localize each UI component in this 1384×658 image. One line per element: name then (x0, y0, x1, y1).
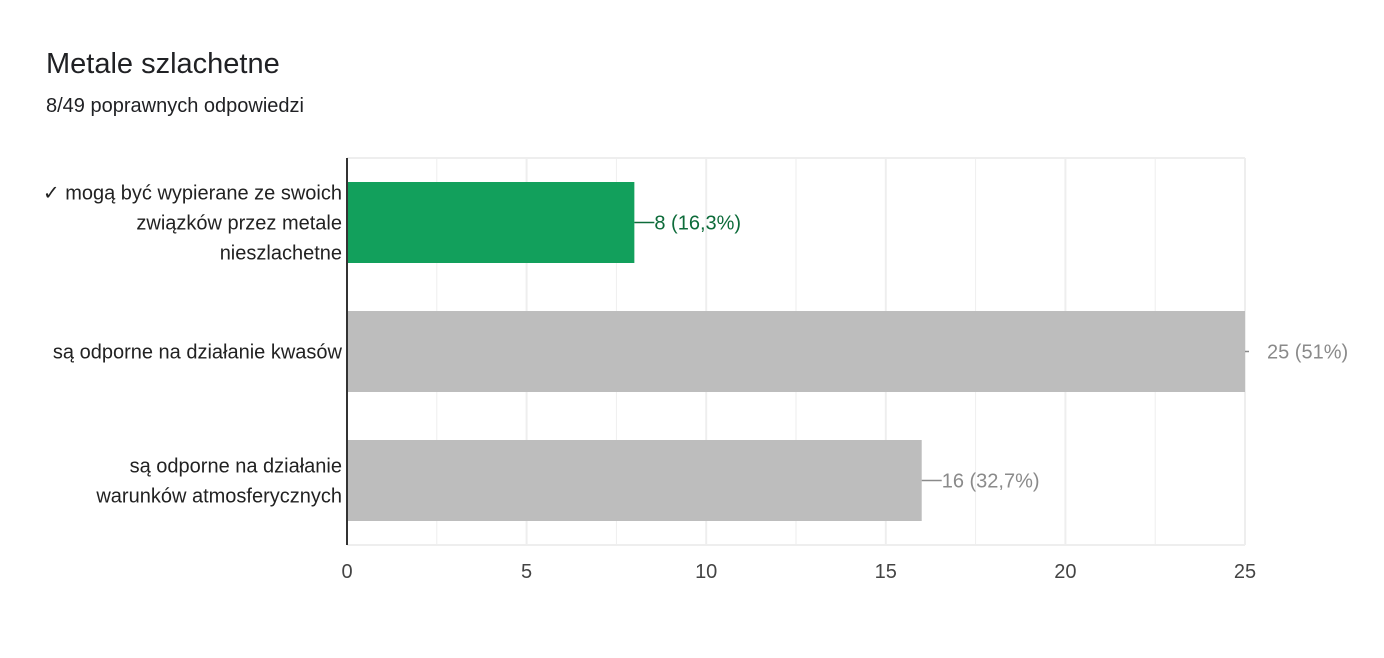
x-tick-label: 10 (695, 561, 717, 583)
x-tick-label: 5 (521, 561, 532, 583)
x-tick-label: 15 (875, 561, 897, 583)
category-label: ✓ mogą być wypierane ze swoich związków p… (43, 183, 342, 265)
data-label: 16 (32,7%) (942, 471, 1040, 493)
data-label: 25 (51%) (1267, 342, 1348, 364)
chart-subtitle: 8/49 poprawnych odpowiedzi (46, 95, 304, 117)
bar (347, 311, 1245, 392)
bar (347, 182, 635, 263)
x-tick-label: 25 (1234, 561, 1256, 583)
data-label: 8 (16,3%) (654, 213, 741, 235)
bar (347, 440, 922, 521)
x-tick-label: 0 (341, 561, 352, 583)
chart-title: Metale szlachetne (46, 48, 280, 80)
x-tick-label: 20 (1054, 561, 1076, 583)
category-label: są odporne na działanie warunków atmosfer… (95, 456, 342, 508)
category-label: są odporne na działanie kwasów (53, 342, 343, 364)
